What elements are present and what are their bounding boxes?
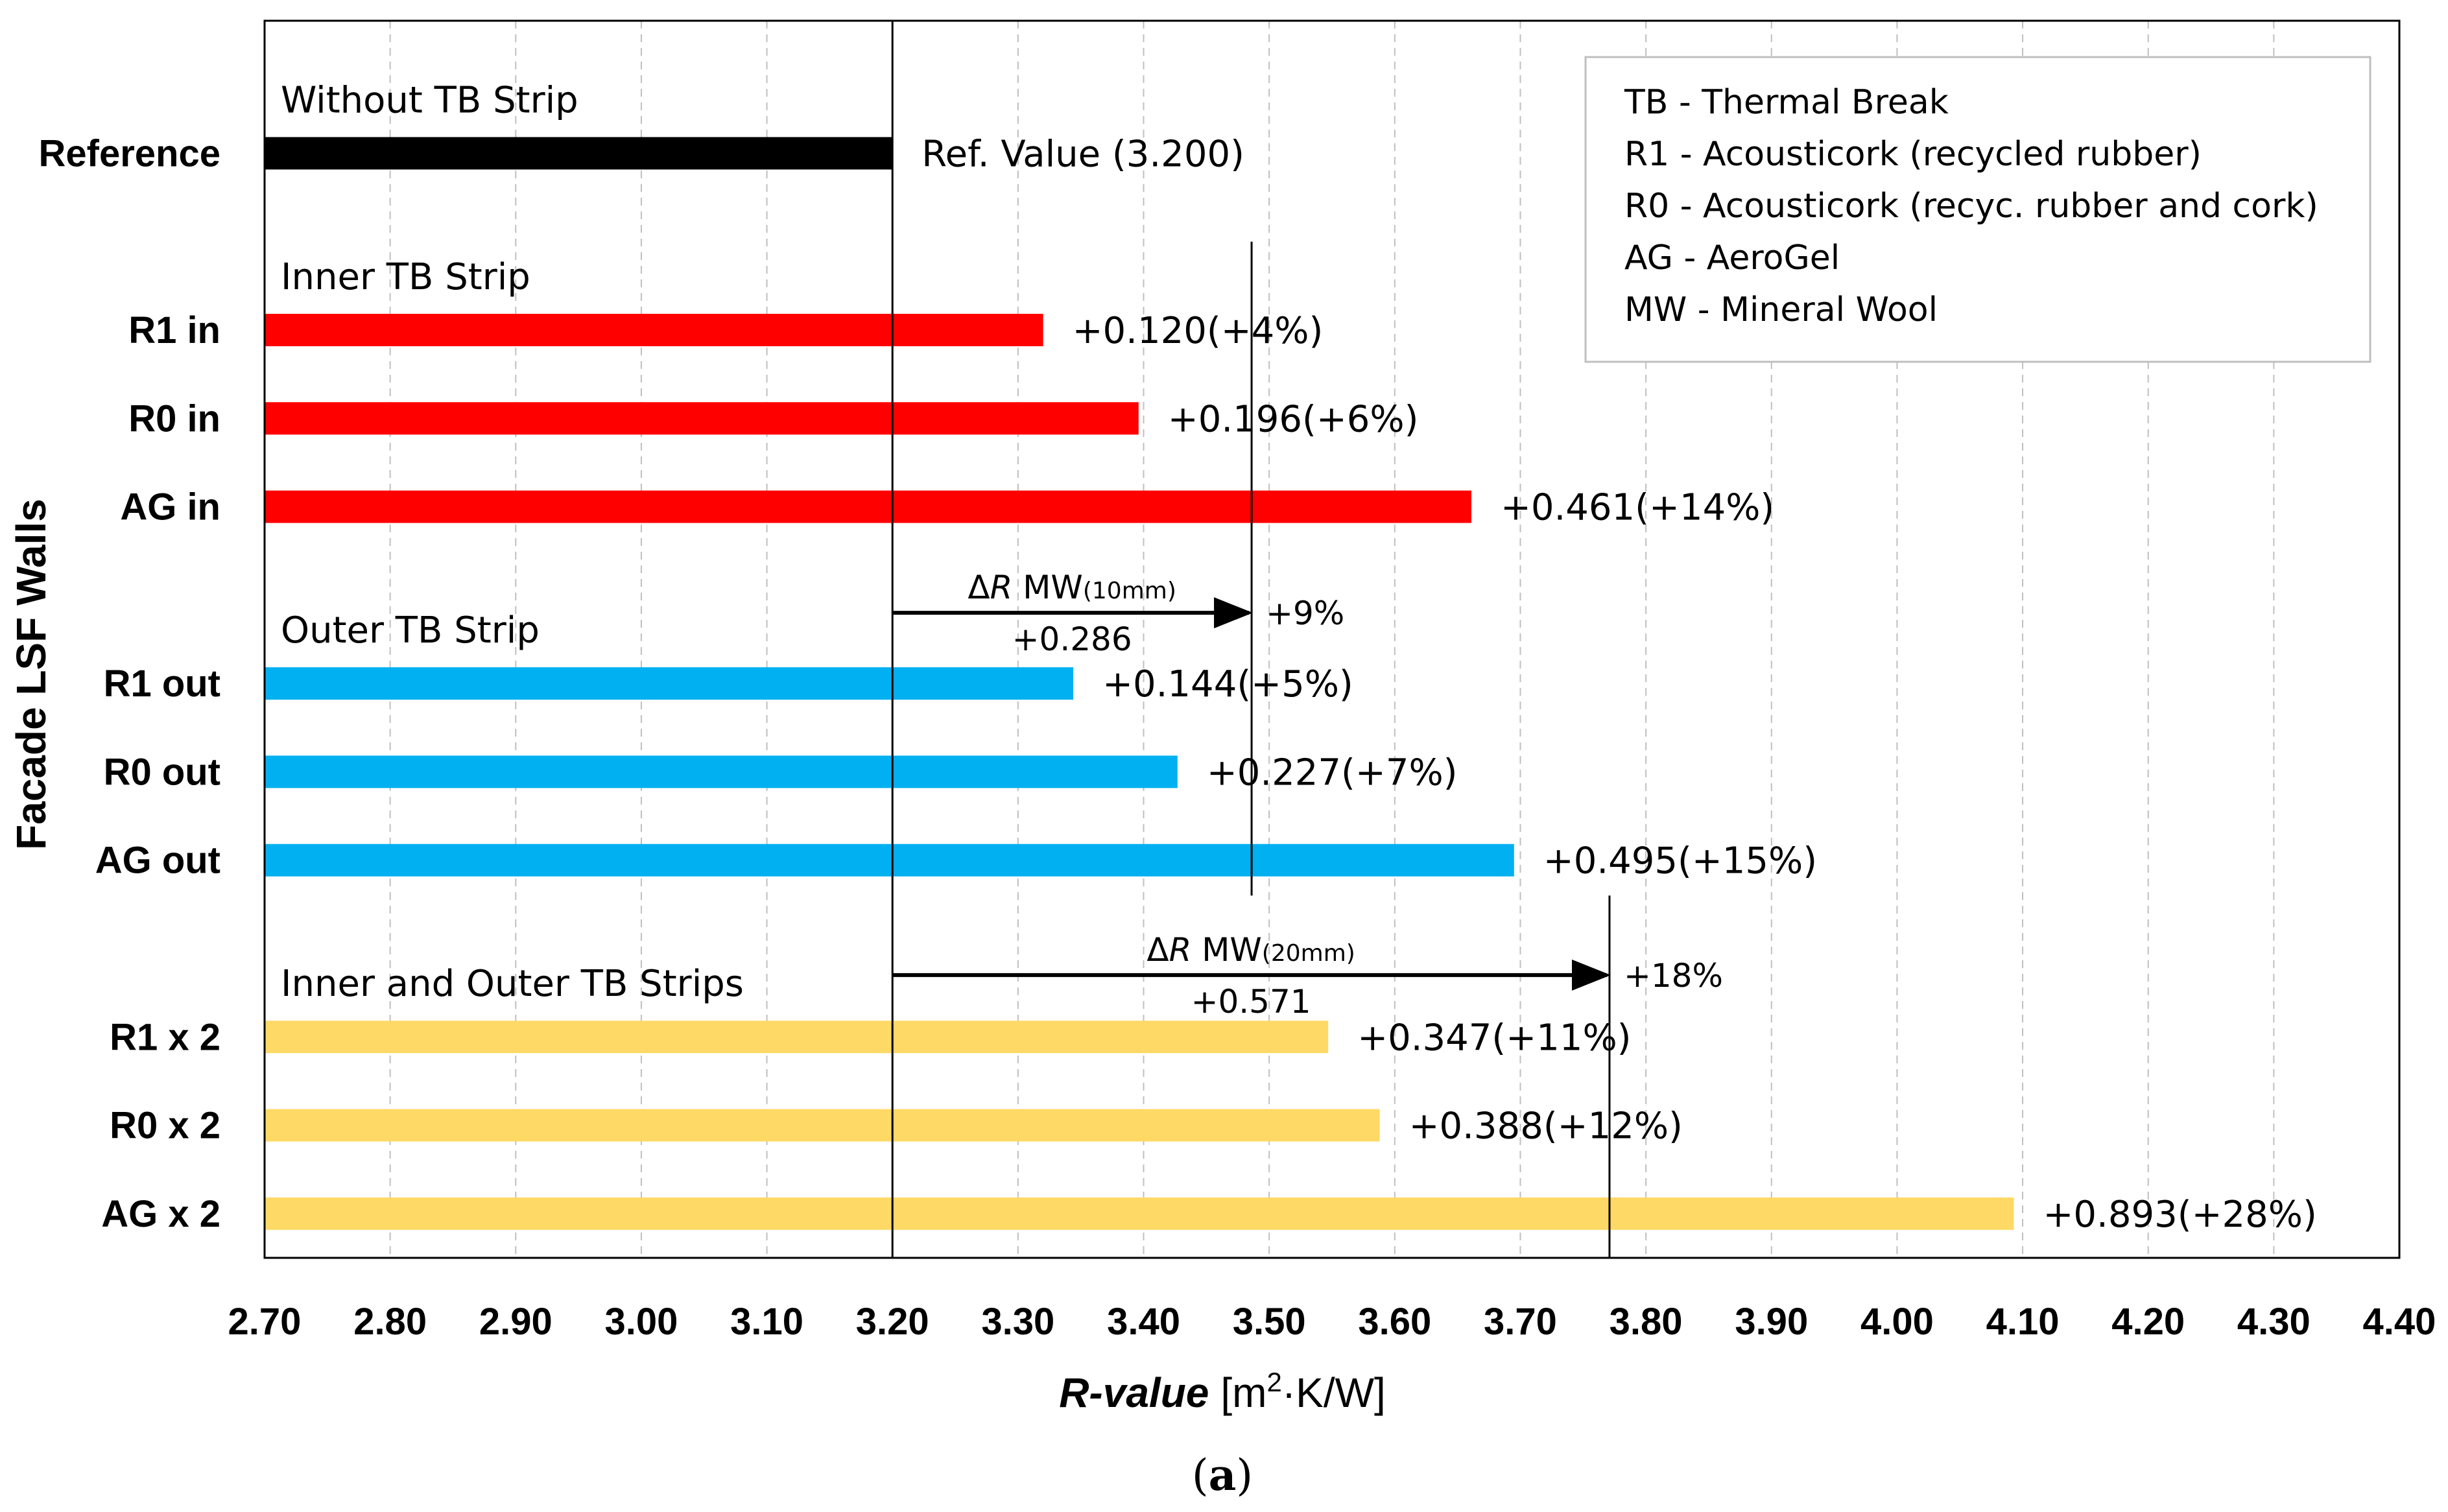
x-tick-label: 2.90 xyxy=(479,1301,553,1343)
mw-delta-value: +0.571 xyxy=(1191,983,1311,1021)
bar xyxy=(265,844,1514,877)
group-label: Inner TB Strip xyxy=(281,256,530,298)
bar-value-label: +0.893(+28%) xyxy=(2043,1194,2317,1236)
x-axis-label-rest: -value xyxy=(1089,1369,1209,1416)
mw-thickness: (10mm) xyxy=(1083,578,1176,604)
legend-entry-r0: R0 - Acousticork (recyc. rubber and cork… xyxy=(1624,187,2318,226)
group-labels: Without TB Strip Inner TB Strip Outer TB S… xyxy=(281,79,744,1005)
bar-value-label: +0.461(+14%) xyxy=(1501,487,1774,529)
caption-open: ( xyxy=(1192,1450,1209,1500)
delta-symbol: Δ xyxy=(1147,931,1169,969)
bar xyxy=(265,314,1043,346)
legend: TB - Thermal Break R1 - Acousticork (rec… xyxy=(1584,56,2371,363)
legend-box xyxy=(1584,56,2371,363)
category-label: AG x 2 xyxy=(101,1193,220,1235)
mw-material: MW xyxy=(1012,569,1082,606)
category-label: R1 out xyxy=(104,663,220,705)
x-tick-label: 4.30 xyxy=(2237,1301,2311,1343)
x-axis-units-sup: 2 xyxy=(1266,1367,1281,1397)
category-label: AG in xyxy=(120,486,220,528)
delta-symbol: Δ xyxy=(968,569,990,606)
bar xyxy=(265,490,1471,523)
legend-entry-r1: R1 - Acousticork (recycled rubber) xyxy=(1624,135,2202,174)
bar xyxy=(265,402,1139,435)
plot-frame xyxy=(263,19,2401,1259)
category-label: R0 in xyxy=(128,397,220,440)
r-symbol: R xyxy=(990,569,1013,606)
bar xyxy=(265,137,893,170)
bar-value-label: +0.495(+15%) xyxy=(1543,840,1817,882)
category-labels: Reference R1 in R0 in AG in R1 out R0 out AG o… xyxy=(39,132,220,1234)
category-label: R0 x 2 xyxy=(110,1105,220,1147)
x-tick-label: 3.80 xyxy=(1610,1301,1683,1343)
bars xyxy=(265,137,2014,1230)
y-axis-label: Facade LSF Walls xyxy=(8,499,54,850)
x-tick-label: 2.70 xyxy=(228,1301,302,1343)
mw-delta-label: ΔR MW(20mm) xyxy=(1147,931,1355,969)
mw-delta-label: ΔR MW(10mm) xyxy=(968,569,1176,606)
x-tick-label: 3.00 xyxy=(604,1301,678,1343)
x-tick-label: 3.20 xyxy=(856,1301,929,1343)
mineral-wool-annotations: ΔR MW(10mm)+0.286+9%ΔR MW(20mm)+0.571+18… xyxy=(892,241,1723,1258)
group-label: Outer TB Strip xyxy=(281,609,540,652)
x-tick-label: 4.00 xyxy=(1860,1301,1934,1343)
bar-value-label: +0.227(+7%) xyxy=(1207,751,1458,794)
x-axis-units-post: ·K/W] xyxy=(1282,1369,1386,1416)
category-label: R0 out xyxy=(104,751,220,793)
category-label: R1 x 2 xyxy=(110,1016,220,1058)
bar xyxy=(265,1021,1329,1054)
x-tick-labels: 2.70 2.80 2.90 3.00 3.10 3.20 3.30 3.40 3.50 3.60… xyxy=(228,1301,2436,1343)
bar xyxy=(265,1197,2014,1230)
x-tick-label: 3.40 xyxy=(1107,1301,1180,1343)
r-symbol: R xyxy=(1169,931,1192,969)
x-axis-label-italic: R xyxy=(1059,1369,1089,1416)
x-tick-label: 4.40 xyxy=(2363,1301,2436,1343)
x-tick-label: 3.30 xyxy=(981,1301,1054,1343)
bar xyxy=(265,1109,1380,1142)
x-tick-label: 4.10 xyxy=(1986,1301,2060,1343)
bar-value-label: +0.388(+12%) xyxy=(1409,1105,1683,1148)
category-label: R1 in xyxy=(128,309,220,351)
bar-value-label: Ref. Value (3.200) xyxy=(921,133,1244,175)
group-label: Without TB Strip xyxy=(281,79,578,121)
mw-delta-value: +0.286 xyxy=(1012,620,1132,658)
mw-percent: +9% xyxy=(1266,595,1344,632)
x-tick-label: 3.10 xyxy=(730,1301,803,1343)
legend-entry-ag: AG - AeroGel xyxy=(1624,239,1840,278)
bar-value-label: +0.347(+11%) xyxy=(1357,1017,1631,1059)
caption-letter: a xyxy=(1209,1450,1237,1500)
x-tick-label: 3.70 xyxy=(1484,1301,1557,1343)
legend-entry-mw: MW - Mineral Wool xyxy=(1624,290,1938,329)
x-tick-label: 2.80 xyxy=(353,1301,427,1343)
bar-value-label: +0.196(+6%) xyxy=(1168,398,1419,440)
category-label: AG out xyxy=(95,840,220,882)
mw-percent: +18% xyxy=(1624,957,1723,995)
caption-close: ) xyxy=(1236,1450,1253,1500)
category-label: Reference xyxy=(39,132,220,174)
figure-caption: (a) xyxy=(1192,1450,1253,1500)
group-label: Inner and Outer TB Strips xyxy=(281,963,744,1005)
bar-value-label: +0.144(+5%) xyxy=(1102,663,1353,705)
x-tick-label: 3.60 xyxy=(1358,1301,1431,1343)
bar xyxy=(265,755,1178,788)
x-tick-label: 3.50 xyxy=(1233,1301,1306,1343)
mw-thickness: (20mm) xyxy=(1262,940,1355,967)
bar-value-label: +0.120(+4%) xyxy=(1073,310,1324,352)
x-axis-units: [m xyxy=(1220,1369,1266,1416)
bar-annotations: Ref. Value (3.200) +0.120(+4%) +0.196(+6%)… xyxy=(921,133,2317,1235)
x-tick-label: 3.90 xyxy=(1735,1301,1808,1343)
bar xyxy=(265,667,1074,700)
x-tick-label: 4.20 xyxy=(2111,1301,2185,1343)
mw-material: MW xyxy=(1191,931,1261,969)
x-axis-label: R-value [m2·K/W] xyxy=(1059,1367,1386,1416)
legend-entry-tb: TB - Thermal Break xyxy=(1624,83,1949,122)
